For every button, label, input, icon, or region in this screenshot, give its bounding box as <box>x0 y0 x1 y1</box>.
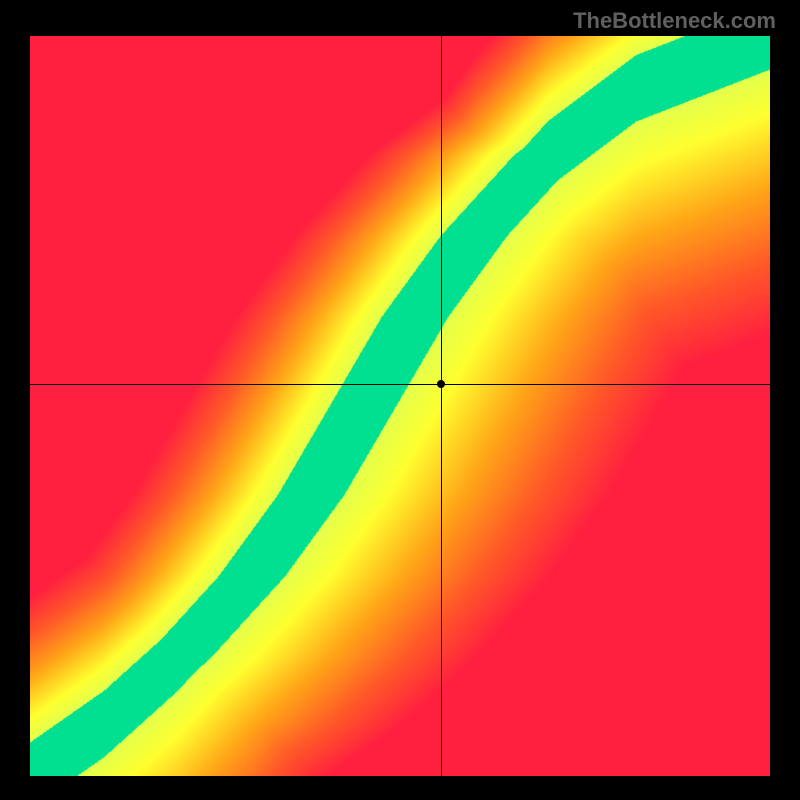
crosshair-vertical <box>441 36 442 776</box>
bottleneck-heatmap <box>30 36 770 776</box>
heatmap-canvas <box>30 36 770 776</box>
marker-dot <box>437 380 445 388</box>
watermark-text: TheBottleneck.com <box>573 8 776 34</box>
crosshair-horizontal <box>30 384 770 385</box>
